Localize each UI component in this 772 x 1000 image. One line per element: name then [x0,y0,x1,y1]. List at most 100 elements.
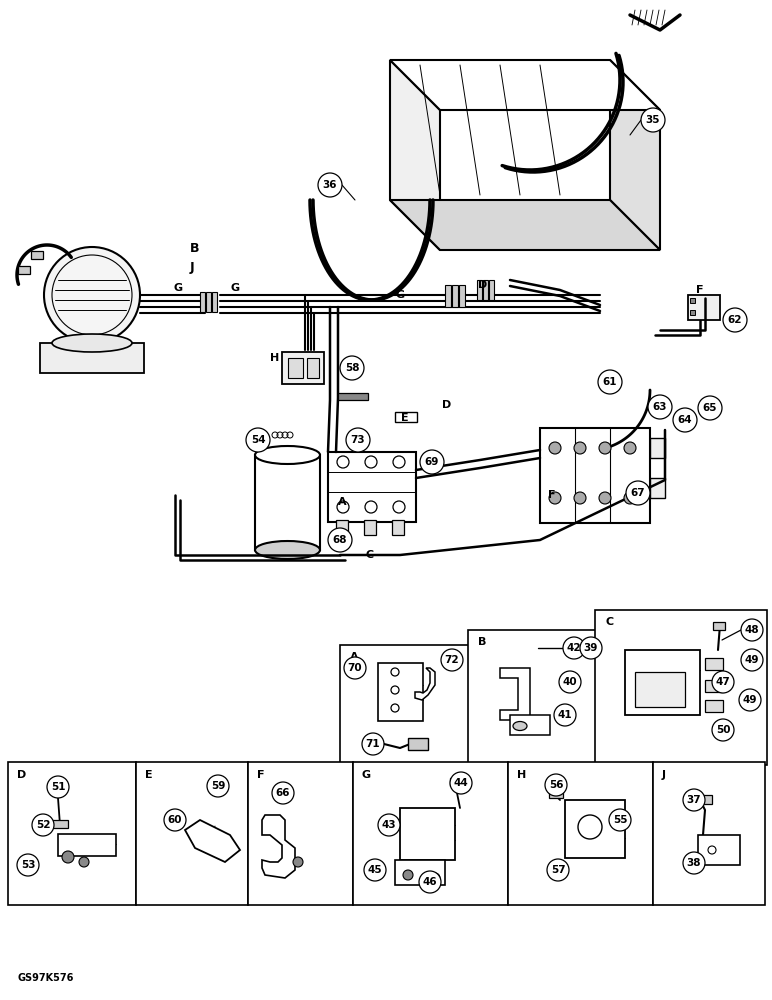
Bar [400,808,455,860]
Text: F: F [257,770,265,780]
Text: C: C [366,550,374,560]
Bar [8,762,136,905]
Text: 48: 48 [745,625,760,635]
Circle shape [318,173,342,197]
Circle shape [551,863,565,877]
Bar [690,298,695,303]
Text: 38: 38 [687,858,701,868]
Circle shape [430,873,440,883]
Text: 46: 46 [423,877,437,887]
Bar [650,438,665,458]
Bar [483,280,488,300]
Circle shape [344,657,366,679]
Bar [408,738,428,750]
Bar [595,610,767,765]
Text: 42: 42 [567,643,581,653]
Text: 66: 66 [276,788,290,798]
Bar [445,285,451,307]
Text: 43: 43 [381,820,396,830]
Polygon shape [610,60,660,250]
Circle shape [293,857,303,867]
Circle shape [673,408,697,432]
Bar [378,663,423,721]
Bar [364,520,376,535]
Text: 57: 57 [550,865,565,875]
Circle shape [683,852,705,874]
Circle shape [164,809,186,831]
Text: 49: 49 [745,655,759,665]
Circle shape [698,396,722,420]
Ellipse shape [513,722,527,730]
Text: 53: 53 [21,860,36,870]
Text: 67: 67 [631,488,645,498]
Circle shape [574,492,586,504]
Circle shape [574,442,586,454]
Text: 61: 61 [603,377,618,387]
Text: E: E [145,770,153,780]
Polygon shape [262,815,295,878]
Text: 65: 65 [703,403,717,413]
Text: 50: 50 [716,725,730,735]
Text: 37: 37 [686,795,701,805]
Bar [338,393,368,400]
Circle shape [624,492,636,504]
Bar [477,280,482,300]
Circle shape [547,859,569,881]
Bar [508,762,653,905]
Circle shape [712,671,734,693]
Circle shape [441,649,463,671]
Bar [248,762,353,905]
Text: G: G [362,770,371,780]
Text: 35: 35 [645,115,660,125]
Text: B: B [478,637,486,647]
Bar [696,795,712,804]
Bar [653,762,765,905]
Circle shape [549,492,561,504]
Bar [255,455,320,550]
Text: 71: 71 [366,739,381,749]
Text: 58: 58 [345,363,359,373]
Polygon shape [390,60,660,110]
Circle shape [403,870,413,880]
Circle shape [609,809,631,831]
Text: 69: 69 [425,457,439,467]
Circle shape [340,356,364,380]
Text: 73: 73 [350,435,365,445]
Text: GS97K576: GS97K576 [18,973,74,983]
Bar [136,762,248,905]
Bar [510,715,550,735]
Text: H: H [270,353,279,363]
Circle shape [62,851,74,863]
Text: J: J [662,770,666,780]
Text: 70: 70 [347,663,362,673]
Text: 62: 62 [728,315,742,325]
Ellipse shape [255,541,320,559]
Text: D: D [17,770,26,780]
Bar [565,800,625,858]
Text: 55: 55 [613,815,627,825]
Text: 59: 59 [211,781,225,791]
Bar [58,834,116,856]
Circle shape [32,814,54,836]
Text: 49: 49 [743,695,757,705]
Bar [340,645,470,763]
Text: G: G [230,283,239,293]
Text: 72: 72 [445,655,459,665]
Polygon shape [185,820,240,862]
Circle shape [17,854,39,876]
Circle shape [599,492,611,504]
Circle shape [378,814,400,836]
Circle shape [47,776,69,798]
Text: 54: 54 [251,435,266,445]
Circle shape [328,528,352,552]
Circle shape [563,637,585,659]
Text: 39: 39 [584,643,598,653]
Circle shape [580,637,602,659]
Text: 64: 64 [678,415,692,425]
Circle shape [683,789,705,811]
Text: 51: 51 [51,782,66,792]
Circle shape [207,775,229,797]
Bar [336,520,348,535]
Bar [395,412,417,422]
Circle shape [599,442,611,454]
